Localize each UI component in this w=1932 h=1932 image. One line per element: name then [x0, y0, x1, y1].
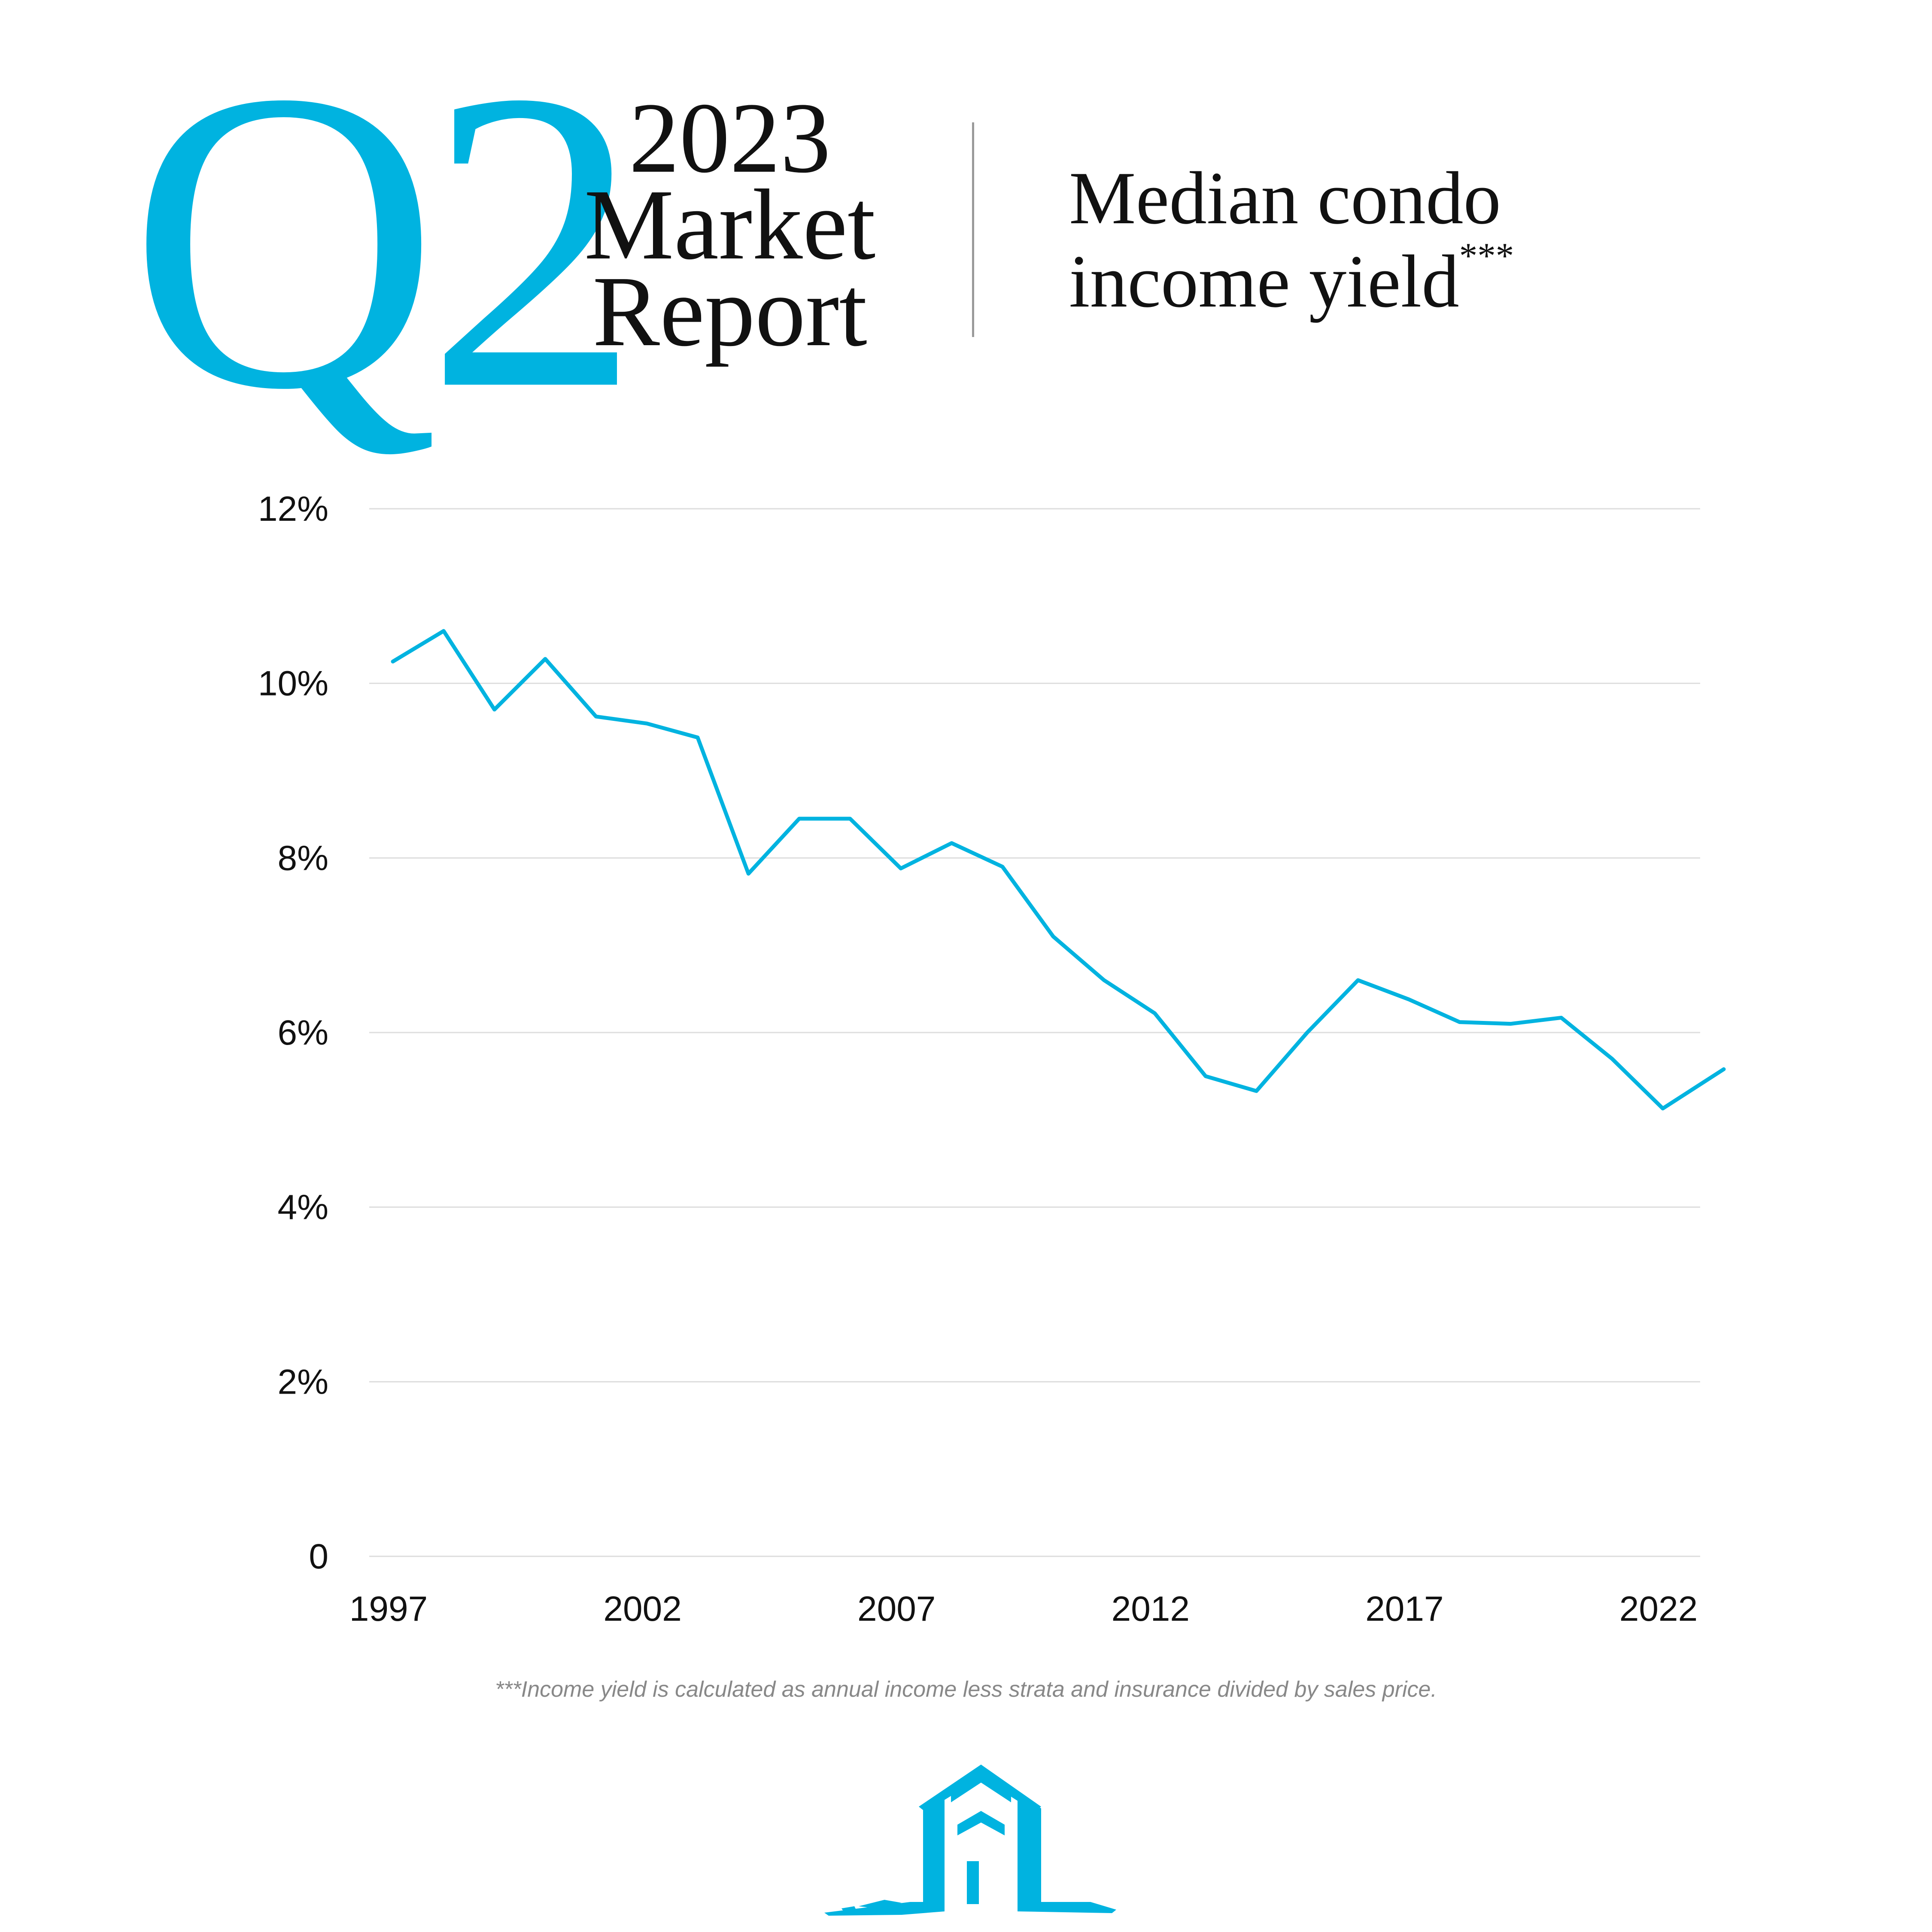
quarter-label: Q2: [129, 3, 641, 478]
footnote: ***Income yield is calculated as annual …: [495, 1677, 1437, 1702]
house-brush-logo-icon: [824, 1765, 1116, 1916]
data-point: [1154, 1013, 1155, 1014]
x-tick-label: 2012: [1112, 1589, 1190, 1628]
chart-title-line2: income yield: [1069, 240, 1459, 323]
chart-title-line1: Median condo: [1069, 156, 1501, 240]
y-tick-label: 10%: [258, 664, 328, 703]
y-tick-label: 6%: [277, 1013, 328, 1052]
x-tick-label: 2007: [857, 1589, 936, 1628]
y-tick-label: 12%: [258, 489, 328, 529]
x-tick-label: 2022: [1619, 1589, 1698, 1628]
x-tick-label: 2017: [1365, 1589, 1443, 1628]
data-point: [748, 873, 749, 874]
header-divider: [972, 122, 974, 337]
series-line: [391, 629, 1726, 1111]
x-tick-label: 2002: [603, 1589, 681, 1628]
data-point: [1053, 936, 1054, 937]
y-tick-label: 8%: [277, 838, 328, 878]
chart-title-footnote-marker: ***: [1459, 236, 1514, 276]
report-line-market: Market: [584, 169, 876, 281]
y-tick-label: 0: [309, 1537, 328, 1576]
data-point: [697, 737, 698, 738]
data-point: [494, 709, 495, 710]
x-tick-label: 1997: [349, 1589, 428, 1628]
y-tick-label: 4%: [277, 1188, 328, 1227]
report-title: 2023 Market Report: [558, 82, 902, 368]
chart-title: Median condo income yield***: [1069, 159, 1713, 320]
report-line-report: Report: [592, 255, 867, 368]
report-year: 2023: [629, 82, 831, 194]
y-tick-label: 2%: [277, 1362, 328, 1401]
line-chart: 12% 10% 8% 6% 4% 2% 0 1997 2002 2007 2012 2017 2022: [258, 489, 1726, 1628]
